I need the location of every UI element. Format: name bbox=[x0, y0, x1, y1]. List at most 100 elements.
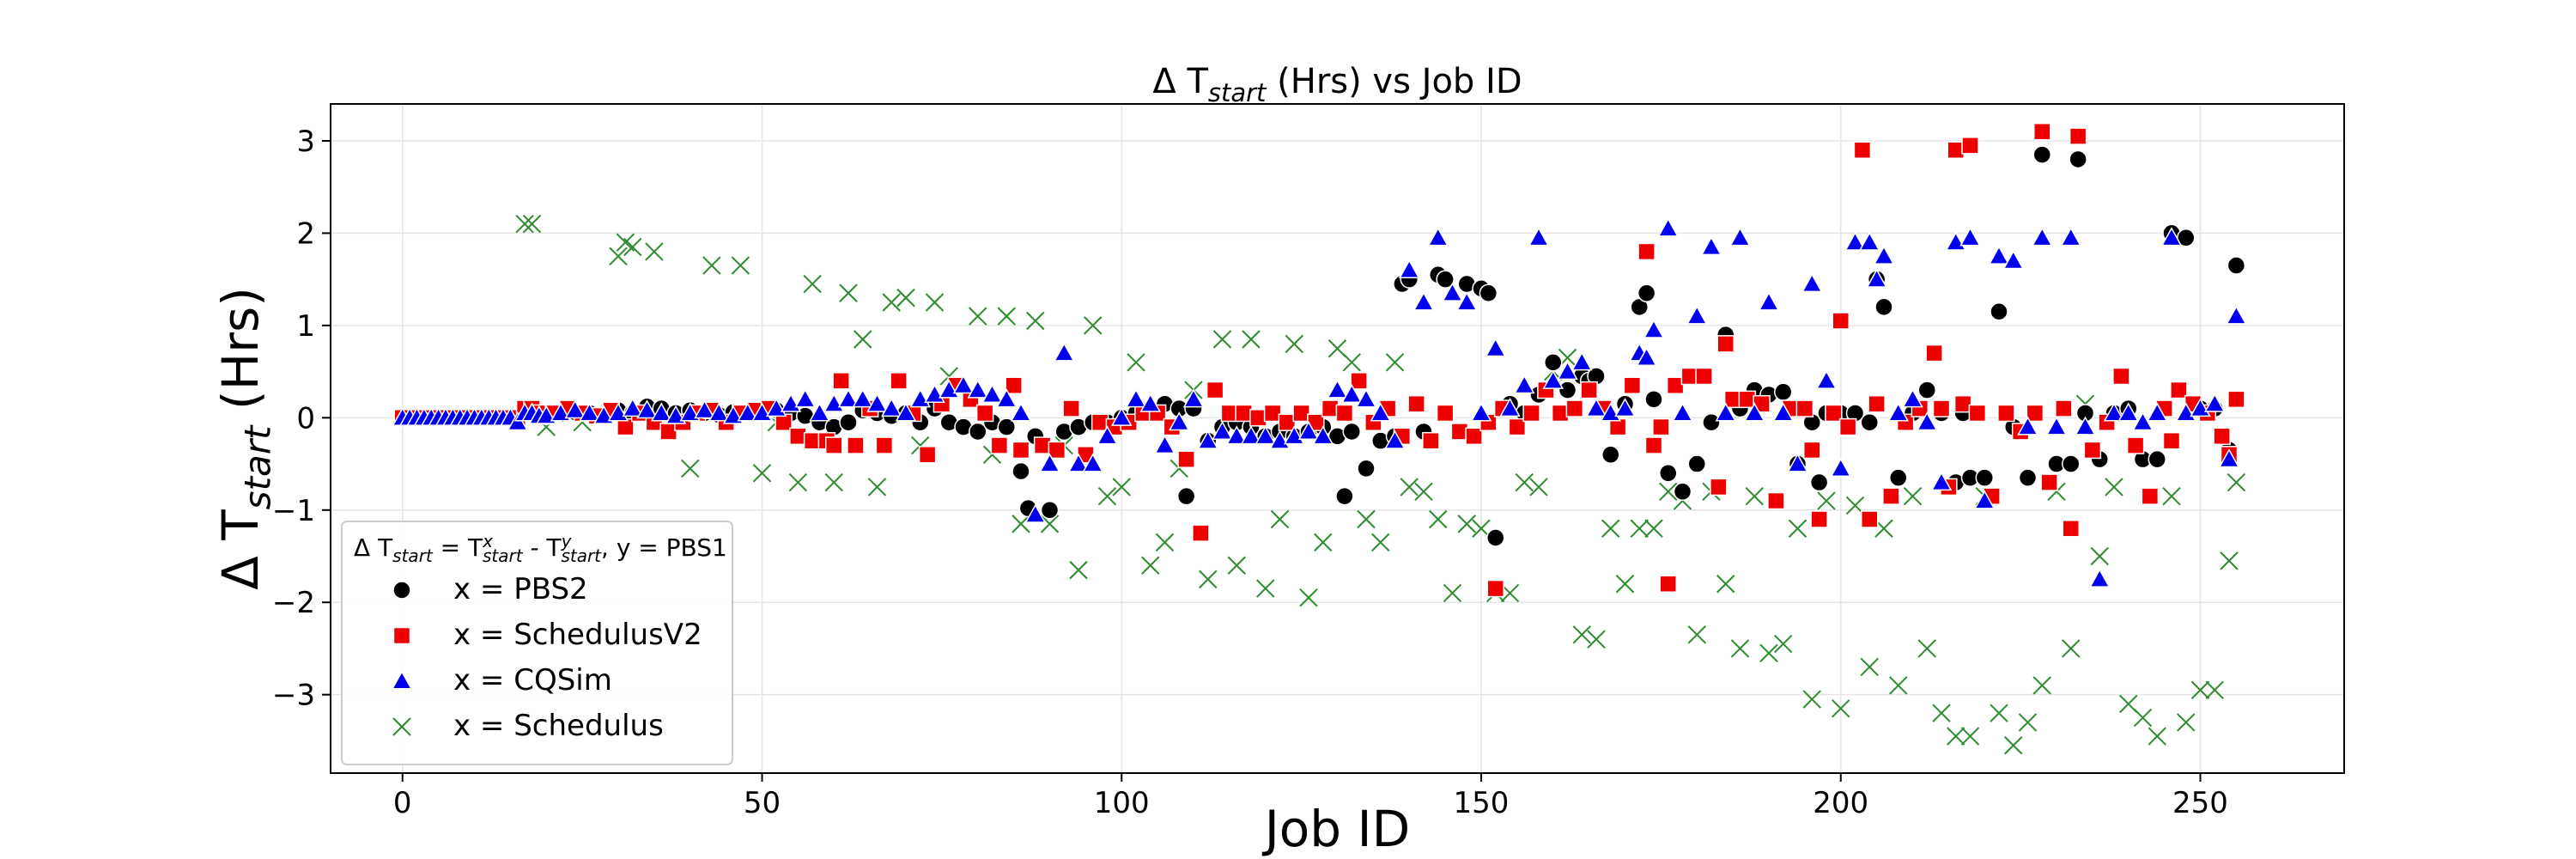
point-x-schedulusv2 bbox=[1767, 491, 1785, 510]
point-x-cqsim bbox=[592, 405, 615, 424]
point-x-cqsim bbox=[866, 393, 888, 412]
x-tick-label: 0 bbox=[393, 786, 412, 820]
point-x-schedulus bbox=[1716, 575, 1735, 594]
point-x-pbs2 bbox=[1917, 381, 1936, 399]
point-x-schedulusv2 bbox=[1335, 404, 1354, 423]
point-x-cqsim bbox=[852, 388, 874, 408]
point-x-schedulus bbox=[1084, 316, 1103, 335]
point-x-schedulus bbox=[1759, 643, 1778, 663]
point-x-cqsim bbox=[1513, 375, 1535, 394]
y-tick-label: 1 bbox=[296, 309, 315, 344]
point-x-cqsim bbox=[550, 402, 572, 422]
point-x-schedulus bbox=[1112, 478, 1131, 497]
point-x-schedulus bbox=[1414, 482, 1433, 501]
point-x-cqsim bbox=[2117, 402, 2140, 422]
point-x-cqsim bbox=[880, 398, 902, 417]
point-x-cqsim bbox=[2045, 416, 2068, 436]
point-x-cqsim bbox=[1082, 453, 1104, 472]
legend-marker bbox=[392, 717, 411, 736]
point-x-schedulus bbox=[1285, 334, 1303, 354]
point-x-schedulus bbox=[1817, 491, 1836, 510]
point-x-schedulusv2 bbox=[847, 436, 865, 454]
point-x-cqsim bbox=[2226, 305, 2247, 325]
point-x-schedulusv2 bbox=[890, 372, 908, 390]
point-x-cqsim bbox=[1866, 268, 1887, 288]
point-x-schedulusv2 bbox=[1436, 404, 1455, 423]
point-x-cqsim bbox=[636, 399, 658, 419]
point-x-schedulus bbox=[1587, 630, 1606, 649]
point-x-cqsim bbox=[1959, 227, 1981, 247]
point-x-pbs2 bbox=[1774, 382, 1793, 401]
point-x-schedulus bbox=[1256, 579, 1275, 598]
point-x-cqsim bbox=[722, 405, 744, 424]
series-x-cqsim bbox=[392, 217, 2247, 588]
point-x-cqsim bbox=[1715, 402, 1737, 422]
point-x-cqsim bbox=[1355, 388, 1377, 408]
point-x-schedulus bbox=[1040, 515, 1060, 533]
point-x-schedulusv2 bbox=[2069, 127, 2087, 145]
point-x-pbs2 bbox=[1342, 422, 1361, 442]
point-x-cqsim bbox=[1528, 227, 1550, 247]
point-x-pbs2 bbox=[1860, 412, 1879, 432]
point-x-cqsim bbox=[737, 402, 759, 422]
point-x-schedulus bbox=[839, 283, 858, 302]
point-x-cqsim bbox=[1844, 231, 1866, 251]
x-tick-label: 100 bbox=[1094, 786, 1150, 820]
point-x-cqsim bbox=[1686, 305, 1708, 325]
point-x-cqsim bbox=[1225, 425, 1248, 445]
point-x-schedulusv2 bbox=[1652, 417, 1670, 436]
point-x-schedulus bbox=[2162, 486, 2181, 506]
point-x-cqsim bbox=[1758, 291, 1780, 311]
point-x-schedulus bbox=[1270, 509, 1290, 529]
point-x-pbs2 bbox=[1176, 486, 1196, 506]
point-x-cqsim bbox=[564, 399, 586, 419]
point-x-cqsim bbox=[1672, 402, 1693, 422]
point-x-cqsim bbox=[2146, 402, 2168, 422]
point-x-cqsim bbox=[1053, 342, 1075, 362]
point-x-cqsim bbox=[1636, 346, 1657, 367]
point-x-schedulus bbox=[1457, 515, 1476, 533]
point-x-schedulus bbox=[1917, 639, 1936, 658]
point-x-schedulusv2 bbox=[1012, 441, 1030, 460]
point-x-cqsim bbox=[1815, 369, 1838, 389]
point-x-schedulusv2 bbox=[1637, 242, 1656, 261]
x-tick-label: 200 bbox=[1813, 786, 1868, 820]
point-x-schedulus bbox=[854, 330, 872, 349]
point-x-pbs2 bbox=[1673, 482, 1692, 502]
point-x-pbs2 bbox=[1659, 464, 1678, 483]
point-x-schedulusv2 bbox=[1997, 404, 2015, 423]
point-x-cqsim bbox=[679, 402, 702, 422]
legend-entry: x = Schedulus bbox=[453, 709, 664, 743]
point-x-schedulus bbox=[1687, 625, 1706, 644]
point-x-cqsim bbox=[1873, 245, 1895, 265]
point-x-schedulus bbox=[522, 214, 542, 234]
point-x-pbs2 bbox=[1644, 390, 1663, 409]
point-x-schedulus bbox=[1141, 556, 1160, 575]
point-x-cqsim bbox=[1240, 425, 1262, 445]
point-x-schedulus bbox=[882, 293, 901, 312]
point-x-schedulus bbox=[1601, 519, 1620, 538]
point-x-schedulusv2 bbox=[1565, 399, 1584, 417]
point-x-pbs2 bbox=[1687, 454, 1706, 473]
point-x-cqsim bbox=[2218, 448, 2240, 468]
point-x-schedulus bbox=[1745, 486, 1764, 506]
point-x-schedulusv2 bbox=[1062, 399, 1080, 417]
point-x-schedulusv2 bbox=[1861, 510, 1879, 528]
point-x-cqsim bbox=[1743, 402, 1765, 422]
point-x-schedulusv2 bbox=[975, 404, 994, 423]
point-x-schedulus bbox=[1802, 690, 1821, 709]
point-x-schedulusv2 bbox=[2213, 427, 2231, 446]
point-x-cqsim bbox=[1398, 259, 1420, 278]
point-x-schedulus bbox=[925, 293, 945, 312]
point-x-cqsim bbox=[2002, 250, 2025, 270]
point-x-schedulusv2 bbox=[1710, 478, 1728, 497]
point-x-cqsim bbox=[1657, 217, 1680, 237]
point-x-cqsim bbox=[2103, 402, 2125, 422]
point-x-schedulusv2 bbox=[1882, 487, 1900, 505]
point-x-schedulusv2 bbox=[1953, 394, 1972, 413]
point-x-pbs2 bbox=[1436, 270, 1455, 289]
point-x-cqsim bbox=[1442, 282, 1463, 302]
point-x-cqsim bbox=[2088, 568, 2111, 588]
point-x-schedulusv2 bbox=[1925, 344, 1943, 362]
point-x-schedulusv2 bbox=[1961, 137, 1979, 155]
